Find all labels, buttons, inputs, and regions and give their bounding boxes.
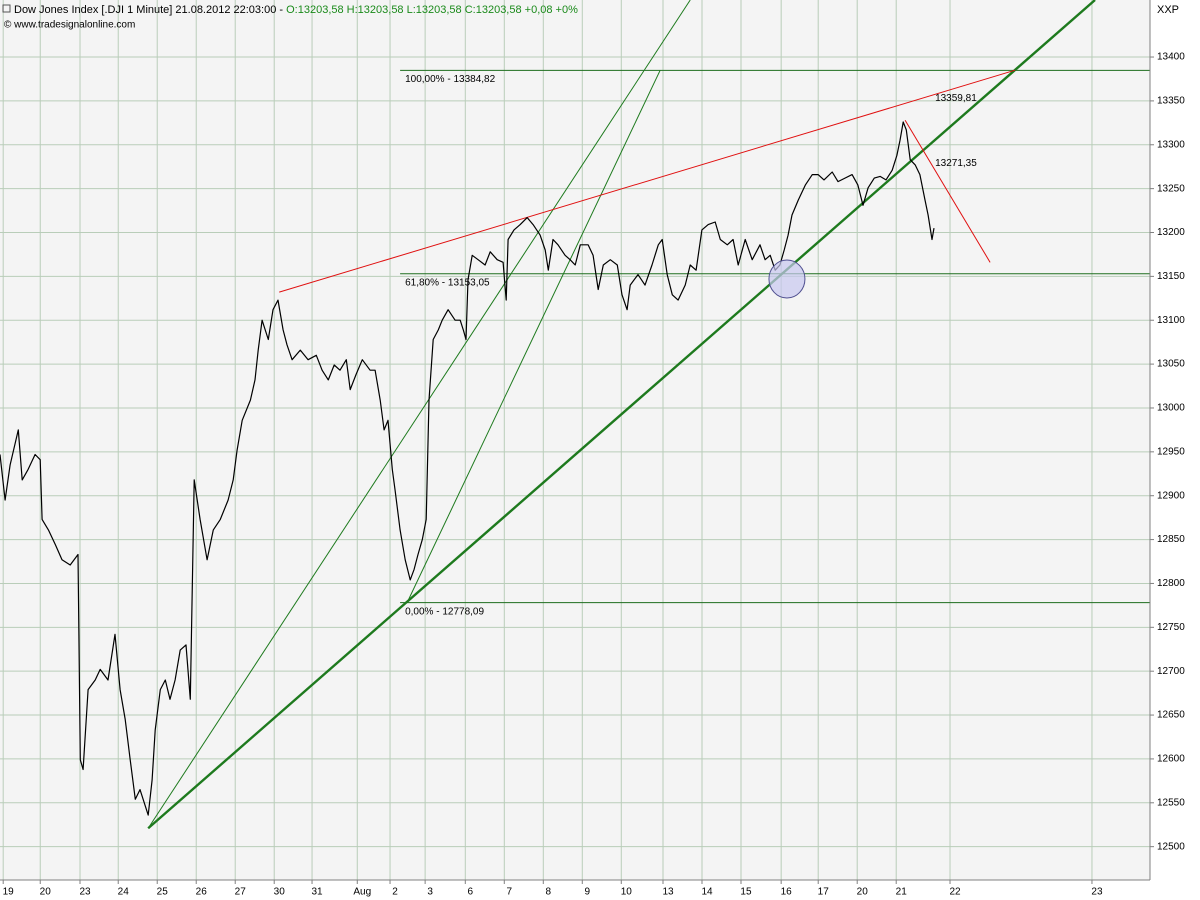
- x-tick-label: 8: [546, 887, 552, 898]
- price-line: [0, 121, 935, 816]
- y-tick-label: 13150: [1157, 271, 1185, 282]
- x-tick-label: 31: [311, 887, 323, 898]
- y-tick-label: 12950: [1157, 446, 1185, 457]
- x-tick-label: 20: [40, 887, 52, 898]
- y-tick-label: 12700: [1157, 666, 1185, 677]
- trend-line: [279, 69, 1016, 293]
- y-tick-label: 12550: [1157, 797, 1185, 808]
- axis-label: XXP: [1157, 4, 1179, 16]
- y-tick-label: 13100: [1157, 315, 1185, 326]
- x-tick-label: 7: [507, 887, 513, 898]
- x-tick-label: 15: [740, 887, 752, 898]
- y-tick-label: 12850: [1157, 534, 1185, 545]
- x-tick-label: 23: [1091, 887, 1103, 898]
- x-tick-label: 23: [79, 887, 91, 898]
- y-tick-label: 13400: [1157, 52, 1185, 63]
- x-tick-label: 25: [157, 887, 169, 898]
- x-tick-label: 3: [427, 887, 433, 898]
- x-tick-label: 14: [701, 887, 713, 898]
- y-tick-label: 12900: [1157, 490, 1185, 501]
- trend-line: [147, 0, 691, 829]
- x-tick-label: 21: [896, 887, 908, 898]
- x-tick-label: 22: [949, 887, 961, 898]
- quote: O:13203,58 H:13203,58 L:13203,58 C:13203…: [286, 4, 578, 16]
- x-tick-label: 17: [818, 887, 830, 898]
- trend-label: 13359,81: [935, 93, 977, 104]
- title: Dow Jones Index [.DJI 1 Minute] 21.08.20…: [14, 4, 286, 16]
- symbol-icon: [2, 4, 11, 13]
- trend-label: 13271,35: [935, 158, 977, 169]
- x-tick-label: 24: [118, 887, 130, 898]
- y-tick-label: 12650: [1157, 710, 1185, 721]
- y-tick-label: 13050: [1157, 359, 1185, 370]
- fib-label: 0,00% - 12778,09: [405, 606, 484, 617]
- y-tick-label: 13200: [1157, 227, 1185, 238]
- fib-label: 100,00% - 13384,82: [405, 74, 496, 85]
- source: © www.tradesignalonline.com: [4, 20, 135, 31]
- trend-line: [904, 119, 991, 263]
- y-tick-label: 13000: [1157, 403, 1185, 414]
- x-tick-label: 16: [781, 887, 793, 898]
- x-tick-label: Aug: [353, 887, 371, 898]
- data: [0, 121, 935, 816]
- trend-line: [147, 0, 1096, 830]
- x-tick-label: 6: [468, 887, 474, 898]
- x-tick-label: 27: [235, 887, 247, 898]
- y-tick-label: 13350: [1157, 96, 1185, 107]
- x-tick-label: 30: [274, 887, 286, 898]
- y-tick-label: 12600: [1157, 754, 1185, 765]
- x-tick-label: 20: [857, 887, 869, 898]
- x-tick-label: 9: [585, 887, 591, 898]
- highlight-circle: [768, 259, 806, 299]
- y-tick-label: 12750: [1157, 622, 1185, 633]
- y-tick-label: 12500: [1157, 841, 1185, 852]
- y-tick-label: 13300: [1157, 139, 1185, 150]
- x-tick-label: 10: [621, 887, 633, 898]
- x-tick-label: 19: [3, 887, 15, 898]
- x-tick-label: 13: [662, 887, 674, 898]
- y-tick-label: 13250: [1157, 183, 1185, 194]
- x-tick-label: 26: [196, 887, 208, 898]
- fib-label: 61,80% - 13153,05: [405, 277, 490, 288]
- plot-area: [0, 0, 1150, 880]
- y-tick-label: 12800: [1157, 578, 1185, 589]
- trend-line: [407, 69, 661, 601]
- x-tick-label: 2: [392, 887, 398, 898]
- chart-title: Dow Jones Index [.DJI 1 Minute] 21.08.20…: [14, 4, 578, 16]
